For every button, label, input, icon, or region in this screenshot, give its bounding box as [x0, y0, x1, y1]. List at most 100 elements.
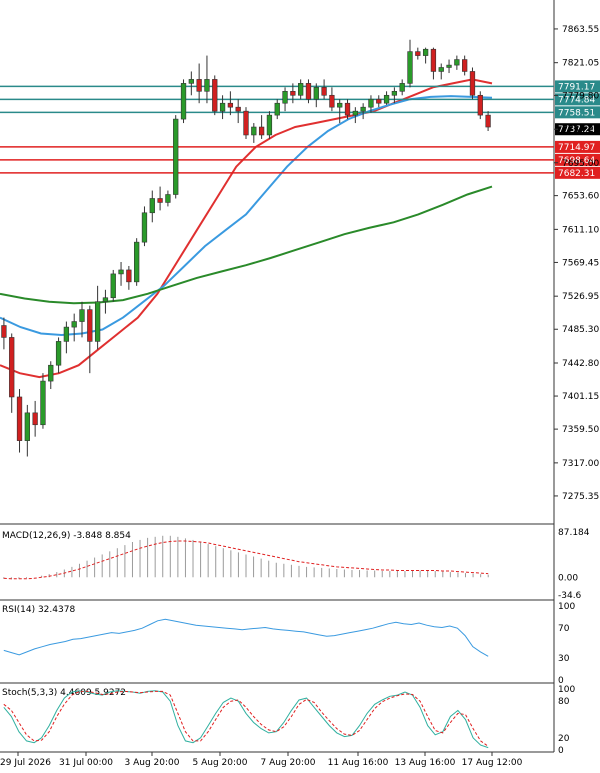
- candle-body: [446, 64, 452, 68]
- support-level-tag: [555, 153, 600, 166]
- price-tick-label: 7526.95: [562, 292, 599, 302]
- candle-body: [391, 91, 398, 96]
- candle-body: [360, 106, 366, 112]
- candle-body: [407, 51, 413, 84]
- support-level-tag: [555, 140, 600, 153]
- stoch-tick-label: 0: [558, 746, 564, 756]
- rsi-tick-label: 30: [558, 654, 570, 664]
- candle-body: [422, 48, 429, 56]
- time-tick-label: 11 Aug 16:00: [328, 758, 389, 768]
- stoch-d-line: [3, 690, 489, 747]
- time-tick-label: 29 Jul 2026: [0, 758, 51, 768]
- stoch-panel: Stoch(5,3,3) 4.4609 5.9272 100 80 20 0: [2, 685, 575, 756]
- resistance-level-label: 7758.51: [558, 108, 595, 118]
- candle-body: [485, 114, 491, 128]
- candle-body: [290, 91, 296, 96]
- candle-body: [415, 51, 421, 56]
- candle-body: [454, 59, 460, 66]
- price-tick-label: 7611.10: [562, 225, 599, 235]
- candle-body: [376, 98, 382, 104]
- rsi-line: [3, 618, 489, 657]
- support-level-label: 7698.64: [558, 156, 595, 166]
- price-tick-label: 7779.80: [562, 91, 599, 101]
- candle-body: [298, 83, 304, 96]
- candle-body: [9, 337, 15, 398]
- price-tick-label: 7863.55: [562, 25, 599, 35]
- candle-body: [79, 309, 85, 322]
- candle-body: [118, 269, 124, 275]
- candle-body: [438, 67, 444, 72]
- support-level-tag: [555, 166, 600, 179]
- price-tick-label: 7737.24: [562, 125, 599, 135]
- candle-body: [212, 79, 218, 112]
- candlestick-series: [1, 39, 491, 457]
- time-tick-label: 3 Aug 20:00: [125, 758, 180, 768]
- time-tick-label: 31 Jul 00:00: [59, 758, 113, 768]
- macd-tick-label: -34.6: [558, 591, 582, 601]
- current-price-label: 7737.24: [558, 125, 595, 135]
- current-price-tag: [555, 123, 600, 136]
- rsi-tick-label: 0: [558, 676, 564, 686]
- candle-body: [352, 110, 358, 116]
- candle-body: [173, 118, 179, 195]
- stoch-tick-label: 80: [558, 697, 570, 707]
- macd-signal-line: [3, 540, 489, 580]
- price-axis: 7863.55 7821.05 7779.80 7737.24 7695.00 7653.…: [554, 25, 599, 502]
- candle-body: [329, 94, 335, 108]
- price-tick-label: 7275.35: [562, 492, 599, 502]
- candle-body: [227, 102, 234, 108]
- candle-body: [48, 364, 54, 382]
- price-tick-label: 7317.00: [562, 459, 599, 469]
- resistance-level-tag: [555, 93, 600, 106]
- price-tick-label: 7653.60: [562, 192, 599, 202]
- time-tick-label: 7 Aug 20:00: [261, 758, 316, 768]
- resistance-level-label: 7774.84: [558, 95, 595, 105]
- candle-body: [321, 87, 327, 96]
- price-tick-label: 7359.50: [562, 425, 599, 435]
- candle-body: [469, 71, 476, 96]
- candle-body: [32, 412, 38, 426]
- candle-body: [196, 79, 202, 92]
- candle-body: [204, 79, 210, 92]
- candle-body: [165, 194, 171, 203]
- price-tick-label: 7695.00: [562, 159, 599, 169]
- rsi-panel: RSI(14) 32.4378 100 70 30 0: [2, 602, 575, 686]
- candle-body: [430, 48, 437, 72]
- candle-body: [337, 102, 343, 108]
- support-resistance-levels: 7791.17 7774.84 7758.51 7714.97 7698.64 7682.…: [0, 80, 600, 179]
- support-level-label: 7714.97: [558, 143, 595, 153]
- candle-body: [219, 102, 226, 112]
- candle-body: [188, 79, 194, 84]
- candle-body: [40, 380, 46, 426]
- rsi-tick-label: 70: [558, 624, 570, 634]
- moving-average-line: [0, 78, 493, 379]
- candle-body: [368, 98, 374, 108]
- price-tick-label: 7401.15: [562, 392, 599, 402]
- candle-body: [305, 83, 312, 100]
- rsi-label: RSI(14) 32.4378: [2, 605, 75, 615]
- candle-body: [63, 326, 70, 342]
- stoch-tick-label: 100: [558, 685, 575, 695]
- price-tick-label: 7485.30: [562, 325, 599, 335]
- time-tick-label: 17 Aug 12:00: [462, 758, 523, 768]
- stoch-k-line: [3, 690, 489, 749]
- candle-body: [477, 94, 483, 116]
- support-level-label: 7682.31: [558, 169, 595, 179]
- candle-body: [134, 241, 140, 283]
- macd-tick-label: 87.184: [558, 528, 590, 538]
- candle-body: [157, 198, 163, 203]
- candle-body: [313, 87, 319, 100]
- candle-body: [266, 114, 273, 136]
- candle-body: [126, 269, 132, 283]
- candle-body: [235, 106, 241, 112]
- candle-body: [149, 198, 155, 214]
- candle-body: [55, 341, 62, 366]
- candle-body: [243, 110, 249, 136]
- candle-body: [383, 94, 390, 104]
- candle-body: [258, 126, 265, 136]
- candle-body: [87, 309, 93, 342]
- macd-tick-label: 0.00: [558, 573, 578, 583]
- time-tick-label: 13 Aug 16:00: [395, 758, 456, 768]
